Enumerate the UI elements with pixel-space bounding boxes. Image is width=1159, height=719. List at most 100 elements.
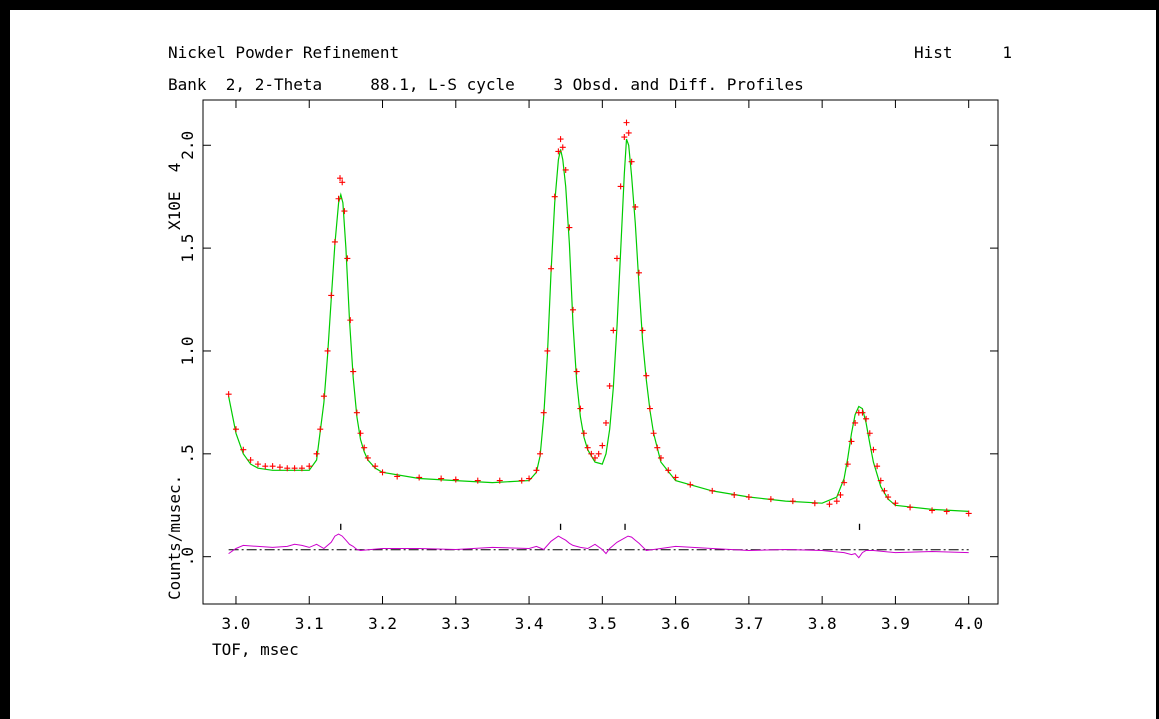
observed-point (892, 500, 899, 507)
observed-point (364, 454, 371, 461)
observed-point (639, 327, 646, 334)
y-tick-label: 1.0 (178, 337, 197, 366)
observed-point (613, 255, 620, 262)
observed-point (347, 317, 354, 324)
observed-point (709, 487, 716, 494)
observed-point (284, 465, 291, 472)
observed-point (929, 507, 936, 514)
observed-point (566, 224, 573, 231)
observed-point (551, 193, 558, 200)
y-axis: .0 .5 1.0 1.5 2.0 (178, 131, 998, 566)
y-multiplier-label: X10E 4 (165, 163, 184, 230)
observed-point (866, 430, 873, 437)
reflection-ticks (340, 523, 861, 530)
x-tick-label: 3.1 (295, 614, 324, 633)
observed-point (247, 457, 254, 463)
axes-box (202, 99, 999, 605)
observed-point (826, 501, 833, 508)
bank-info-line: Bank 2, 2-Theta 88.1, L-S cycle 3 Obsd. … (168, 75, 804, 94)
observed-point (276, 464, 283, 471)
observed-point (592, 454, 599, 461)
observed-point (841, 479, 848, 486)
observed-point (745, 494, 752, 501)
observed-point (361, 444, 368, 451)
observed-point (588, 450, 595, 457)
observed-point (337, 175, 344, 182)
observed-point (452, 476, 459, 483)
calculated-curve (228, 138, 969, 512)
observed-point (372, 463, 379, 470)
y-tick-label: .0 (178, 547, 197, 566)
observed-point (573, 368, 580, 375)
observed-point (870, 446, 877, 453)
x-tick-label: 3.6 (661, 614, 690, 633)
observed-point (943, 508, 950, 515)
observed-point (269, 463, 276, 470)
observed-point (599, 442, 606, 449)
observed-point (731, 491, 738, 498)
observed-point (859, 409, 866, 416)
observed-point (767, 496, 774, 503)
observed-point (379, 469, 386, 476)
observed-point (584, 444, 591, 451)
observed-point (262, 463, 269, 470)
x-axis: 3.0 3.1 3.2 3.3 3.4 3.5 3.6 3.7 3.8 3.9 4.0 (222, 100, 983, 633)
observed-point (625, 129, 632, 136)
observed-point (537, 450, 544, 457)
observed-point (339, 179, 346, 186)
observed-point (518, 477, 525, 484)
observed-point (240, 446, 247, 453)
observed-point (344, 255, 351, 262)
observed-point (331, 238, 338, 245)
hist-label: Hist (914, 43, 953, 62)
x-tick-label: 3.9 (881, 614, 910, 633)
observed-points (225, 119, 972, 517)
observed-point (555, 148, 562, 155)
observed-point (324, 347, 331, 354)
observed-point (570, 306, 577, 313)
observed-point (610, 327, 617, 334)
calculated-line (228, 138, 969, 512)
difference-line (228, 533, 969, 559)
observed-point (635, 269, 642, 276)
observed-point (254, 461, 261, 468)
y-tick-label: 1.5 (178, 234, 197, 263)
observed-point (526, 475, 533, 482)
observed-point (317, 426, 324, 433)
observed-point (298, 465, 305, 472)
observed-point (335, 195, 342, 202)
observed-point (291, 465, 298, 472)
observed-point (885, 494, 892, 501)
x-tick-label: 3.5 (588, 614, 617, 633)
observed-point (328, 292, 335, 299)
x-tick-label: 4.0 (954, 614, 983, 633)
x-tick-label: 3.7 (734, 614, 763, 633)
observed-point (544, 347, 551, 354)
observed-point (852, 419, 859, 426)
x-tick-label: 3.2 (368, 614, 397, 633)
observed-point (844, 461, 851, 468)
observed-point (496, 477, 503, 484)
observed-point (533, 467, 540, 474)
observed-point (557, 136, 564, 143)
x-tick-label: 3.4 (515, 614, 544, 633)
observed-point (965, 510, 972, 517)
observed-point (320, 393, 327, 400)
x-tick-label: 3.3 (441, 614, 470, 633)
difference-curve (228, 533, 969, 559)
observed-point (306, 463, 313, 470)
observed-point (595, 450, 602, 457)
observed-point (665, 467, 672, 474)
observed-point (562, 166, 569, 173)
observed-point (540, 409, 547, 416)
observed-point (474, 477, 481, 484)
observed-point (602, 419, 609, 426)
observed-point (621, 134, 628, 141)
observed-point (559, 144, 566, 151)
observed-point (225, 391, 232, 398)
observed-point (438, 475, 445, 482)
observed-point (833, 498, 840, 505)
observed-point (877, 477, 884, 484)
